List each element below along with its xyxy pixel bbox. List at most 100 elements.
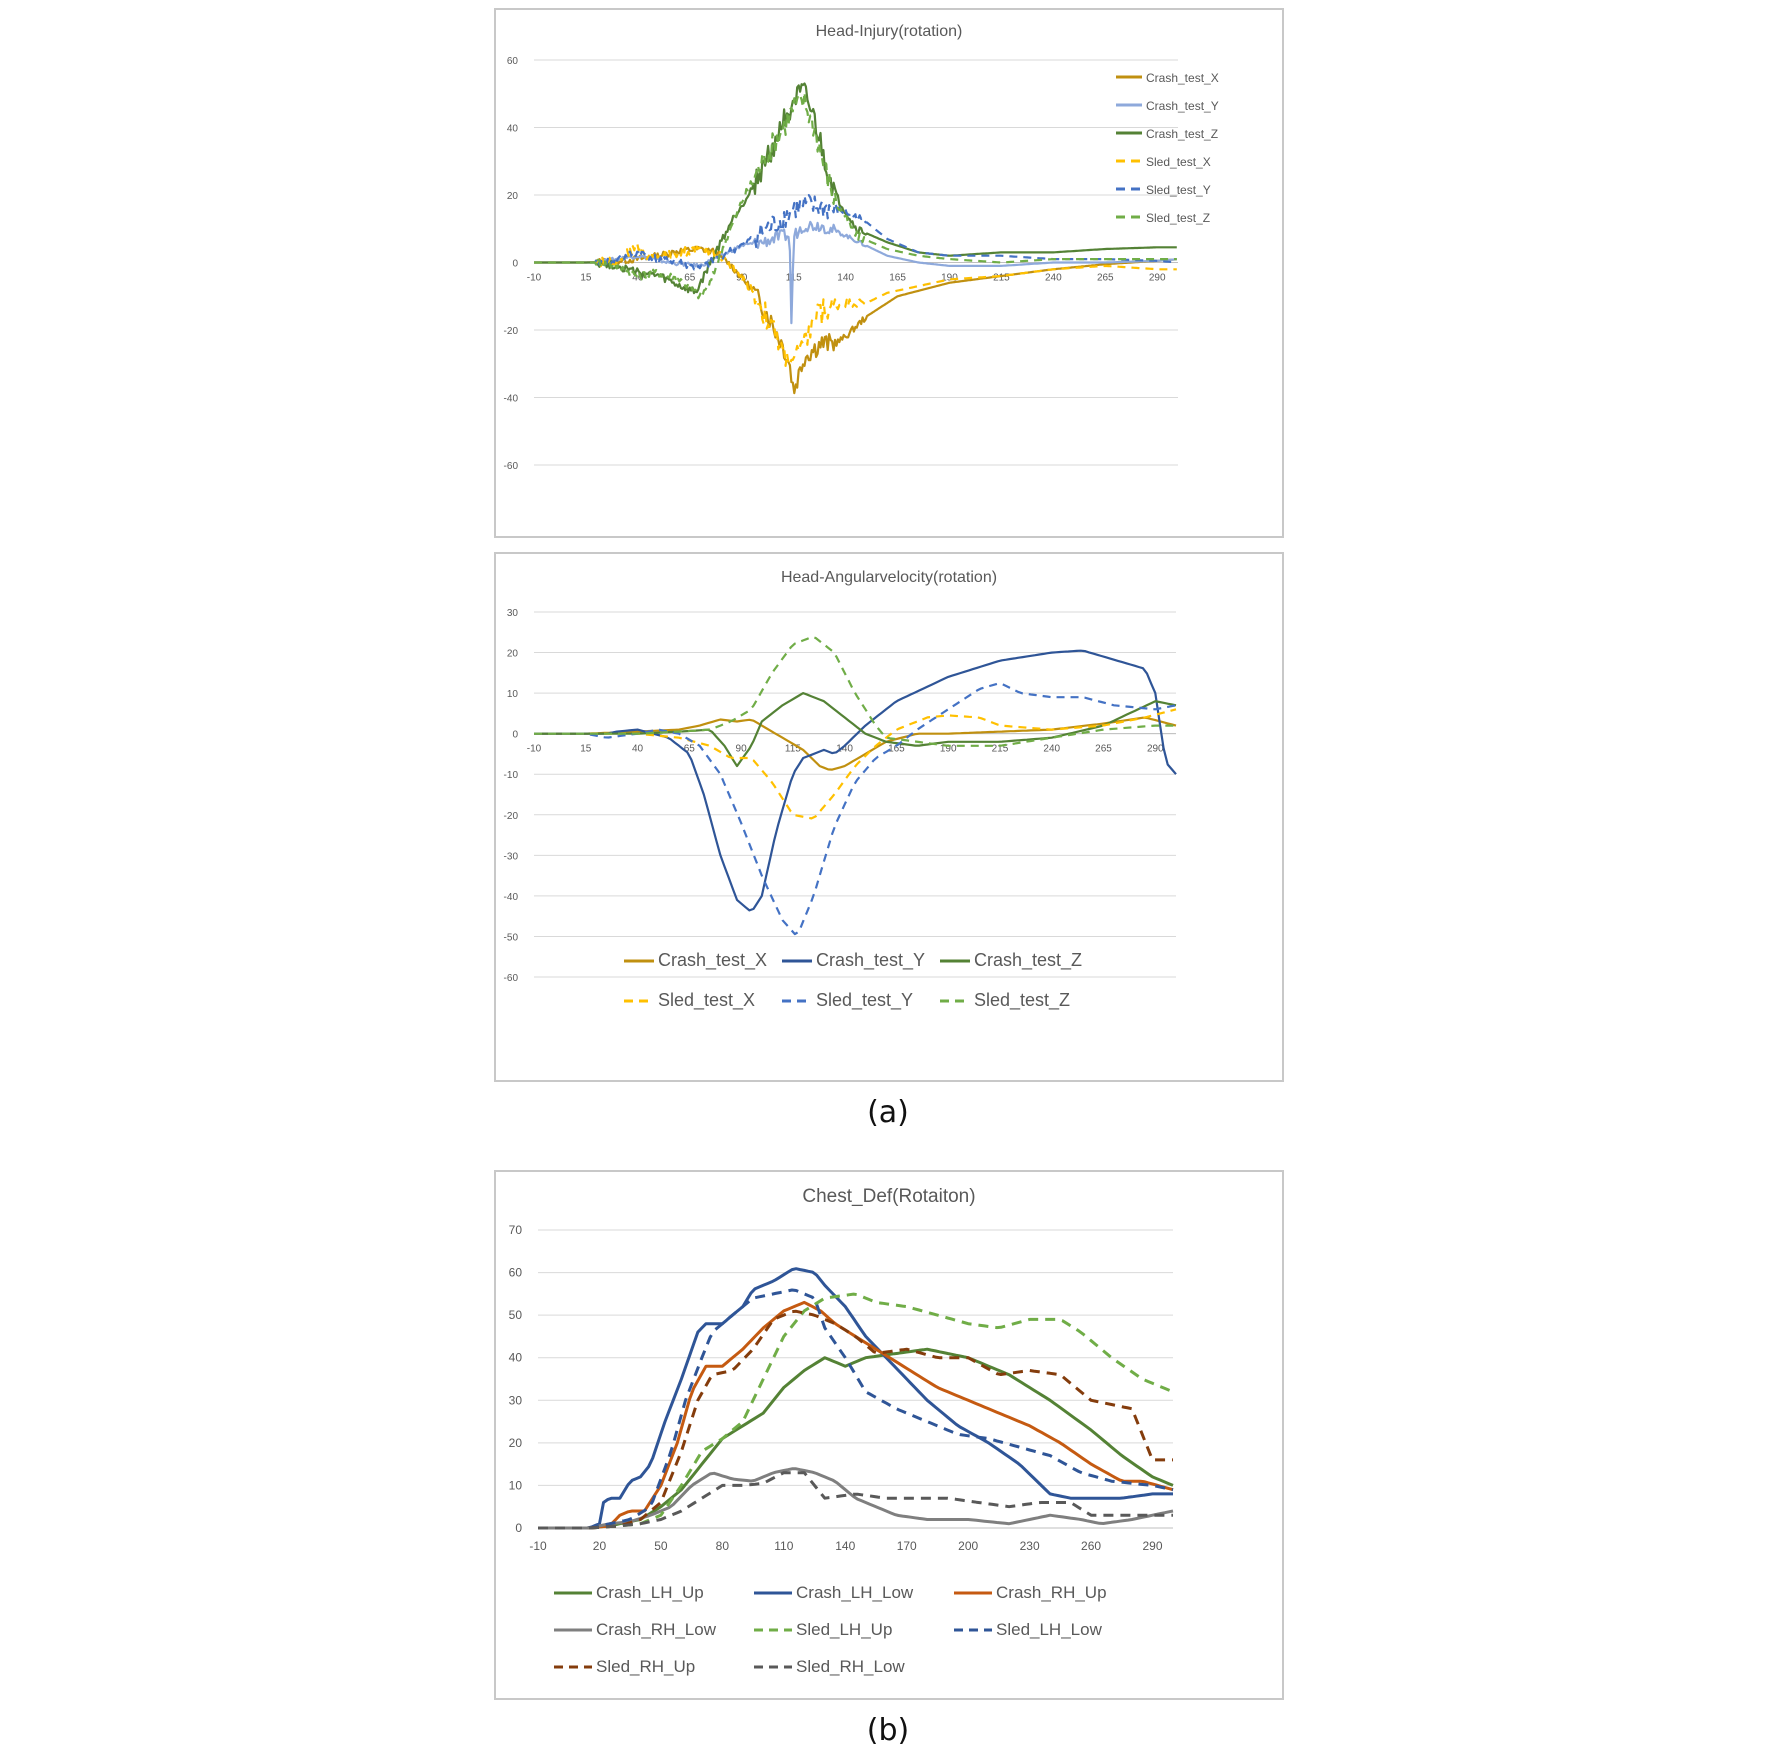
x-tick-label: 290 xyxy=(1149,273,1166,284)
y-tick-label: 50 xyxy=(509,1308,523,1322)
y-tick-label: 40 xyxy=(509,1351,523,1365)
chest-def-chart-svg: Chest_Def(Rotaiton) 70 60 50 40 30 20 10 0 -10 20 5… xyxy=(509,1186,1174,1676)
series-line-crash-lh-low xyxy=(538,1267,1173,1530)
series-line-crash-test-x xyxy=(534,245,1177,395)
legend-label-crash-lh-low: Crash_LH_Low xyxy=(796,1583,914,1602)
y-tick-label: -30 xyxy=(504,851,519,862)
x-tick-label: 115 xyxy=(785,744,801,755)
legend-label-crash-lh-up: Crash_LH_Up xyxy=(596,1583,704,1602)
series-line-crash-test-z xyxy=(534,692,1177,768)
legend-label-sled-lh-low: Sled_LH_Low xyxy=(996,1620,1103,1639)
legend-label-sled-test-z: Sled_test_Z xyxy=(1146,211,1210,225)
x-tick-label: 240 xyxy=(1043,744,1060,755)
x-tick-label: 230 xyxy=(1020,1539,1040,1553)
x-tick-label: 50 xyxy=(654,1539,668,1553)
legend-label-crash-test-y: Crash_test_Y xyxy=(1146,99,1219,113)
series-line-sled-test-y xyxy=(534,682,1177,936)
x-tick-label: 40 xyxy=(632,744,644,755)
legend-label-sled-lh-up: Sled_LH_Up xyxy=(796,1620,892,1639)
y-tick-label: 30 xyxy=(507,608,519,619)
series-line-sled-test-x xyxy=(534,242,1177,367)
chest-def-chart: Chest_Def(Rotaiton) 70 60 50 40 30 20 10 0 -10 20 5… xyxy=(494,1170,1284,1700)
x-tick-label: 240 xyxy=(1045,273,1062,284)
y-tick-label: 0 xyxy=(515,1521,522,1535)
series-line-sled-lh-low xyxy=(538,1288,1174,1530)
x-tick-label: 15 xyxy=(580,273,592,284)
y-tick-label: 10 xyxy=(507,689,519,700)
x-tick-label: 170 xyxy=(897,1539,917,1553)
legend: Crash_test_X Crash_test_Y Crash_test_Z Sled… xyxy=(624,950,1082,1011)
x-tick-label: 215 xyxy=(993,273,1010,284)
y-tick-label: 60 xyxy=(507,56,519,67)
series-line-crash-lh-up xyxy=(538,1347,1174,1530)
x-tick-label: 115 xyxy=(786,273,802,284)
chart-title: Head-Injury(rotation) xyxy=(816,23,963,40)
y-tick-label: 20 xyxy=(507,191,519,202)
x-tick-label: 20 xyxy=(593,1539,607,1553)
x-tick-label: 265 xyxy=(1095,744,1112,755)
x-tick-label: -10 xyxy=(527,273,542,284)
legend-label-sled-rh-low: Sled_RH_Low xyxy=(796,1657,905,1676)
x-tick-label: 65 xyxy=(684,273,696,284)
caption-a: (a) xyxy=(867,1095,909,1130)
y-tick-label: 20 xyxy=(509,1436,523,1450)
x-tick-label: 165 xyxy=(888,744,905,755)
x-tick-label: -10 xyxy=(529,1539,547,1553)
x-tick-label: 90 xyxy=(736,744,748,755)
series-line-sled-rh-low xyxy=(538,1471,1173,1530)
y-tick-label: 0 xyxy=(512,259,518,270)
y-tick-label: 20 xyxy=(507,649,519,660)
x-tick-label: 265 xyxy=(1097,273,1114,284)
y-tick-label: -60 xyxy=(504,461,519,472)
x-tick-label: 165 xyxy=(889,273,906,284)
legend-label-crash-test-z: Crash_test_Z xyxy=(1146,127,1218,141)
legend-label-sled-test-y: Sled_test_Y xyxy=(1146,183,1211,197)
y-tick-label: -20 xyxy=(504,326,519,337)
series-line-sled-test-z xyxy=(534,91,1177,300)
chart-title: Head-Angularvelocity(rotation) xyxy=(781,569,997,586)
y-tick-label: -40 xyxy=(504,394,519,405)
x-tick-label: 290 xyxy=(1143,1539,1163,1553)
x-tick-label: 80 xyxy=(716,1539,730,1553)
y-tick-label: -50 xyxy=(504,932,519,943)
x-tick-label: 215 xyxy=(992,744,1009,755)
y-tick-label: -40 xyxy=(504,892,519,903)
head-injury-chart: Head-Injury(rotation) 60 40 20 0 -20 -40 -60 -10… xyxy=(494,8,1284,538)
x-tick-label: 15 xyxy=(580,744,592,755)
x-tick-label: 200 xyxy=(958,1539,978,1553)
legend-label-sled-rh-up: Sled_RH_Up xyxy=(596,1657,695,1676)
series-line-crash-test-y xyxy=(534,649,1177,912)
series-line-sled-test-z xyxy=(534,636,1176,747)
legend-label-crash-test-x: Crash_test_X xyxy=(658,950,767,971)
x-tick-label: 140 xyxy=(835,1539,855,1553)
legend-label-crash-test-x: Crash_test_X xyxy=(1146,71,1219,85)
y-tick-label: 10 xyxy=(509,1478,523,1492)
x-tick-label: 290 xyxy=(1147,744,1164,755)
y-tick-label: 0 xyxy=(512,730,518,741)
y-tick-label: 30 xyxy=(509,1393,523,1407)
series-line-crash-test-z xyxy=(534,82,1177,295)
legend-label-crash-rh-up: Crash_RH_Up xyxy=(996,1583,1107,1602)
x-tick-label: 65 xyxy=(684,744,696,755)
series-line-sled-test-x xyxy=(534,708,1177,820)
series-line-crash-test-y xyxy=(534,220,1177,325)
legend-label-sled-test-z: Sled_test_Z xyxy=(974,990,1070,1011)
x-tick-label: 40 xyxy=(632,273,644,284)
series-line-sled-rh-up xyxy=(538,1309,1173,1530)
head-angular-velocity-chart: Head-Angularvelocity(rotation) 30 20 10 0 -10… xyxy=(494,552,1284,1082)
y-tick-label: -10 xyxy=(504,770,519,781)
x-tick-label: 190 xyxy=(940,744,957,755)
x-tick-label: 260 xyxy=(1081,1539,1101,1553)
head-angular-velocity-chart-svg: Head-Angularvelocity(rotation) 30 20 10 0 -10… xyxy=(504,569,1177,1011)
legend-label-crash-test-z: Crash_test_Z xyxy=(974,950,1082,971)
x-tick-label: 110 xyxy=(774,1539,793,1553)
legend-label-sled-test-y: Sled_test_Y xyxy=(816,990,913,1011)
head-injury-chart-svg: Head-Injury(rotation) 60 40 20 0 -20 -40 -60 -10… xyxy=(504,23,1219,472)
x-tick-label: -10 xyxy=(527,744,542,755)
legend-label-sled-test-x: Sled_test_X xyxy=(658,990,755,1011)
x-tick-label: 140 xyxy=(836,744,853,755)
caption-b: (b) xyxy=(866,1713,910,1748)
legend-label-sled-test-x: Sled_test_X xyxy=(1146,155,1211,169)
y-tick-label: 60 xyxy=(509,1266,523,1280)
legend-label-crash-rh-low: Crash_RH_Low xyxy=(596,1620,717,1639)
